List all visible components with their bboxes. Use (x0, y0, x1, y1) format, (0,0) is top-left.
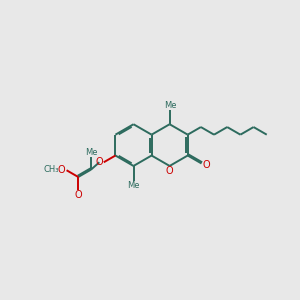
Text: O: O (74, 190, 82, 200)
Text: Me: Me (127, 181, 140, 190)
Text: O: O (95, 157, 103, 166)
Text: O: O (166, 166, 173, 176)
Text: O: O (57, 165, 65, 175)
Text: CH₃: CH₃ (44, 165, 59, 174)
Text: Me: Me (85, 148, 97, 158)
Text: O: O (202, 160, 210, 170)
Text: Me: Me (165, 100, 177, 109)
